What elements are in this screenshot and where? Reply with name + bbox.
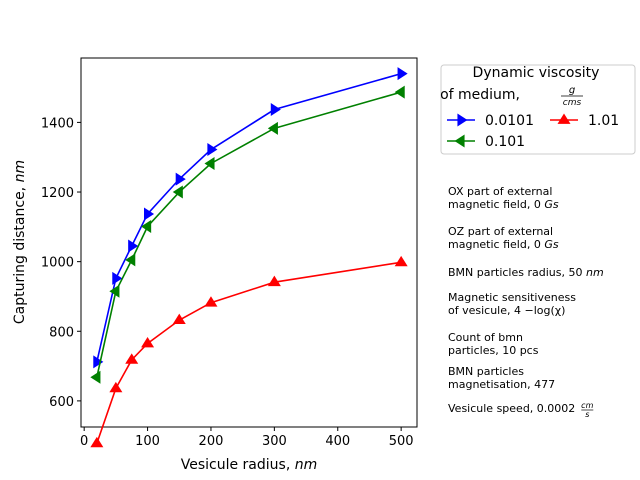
data-point-0.0101 xyxy=(397,67,408,81)
legend-title-line2: of medium, xyxy=(440,87,520,103)
note-line: magnetic field, 0 Gs xyxy=(448,198,559,211)
legend: Dynamic viscosity of medium, g cms 0.010… xyxy=(440,64,636,155)
data-point-0.0101 xyxy=(207,143,218,157)
note-line: OX part of external xyxy=(448,185,552,198)
note-line: BMN particles xyxy=(448,365,524,378)
legend-marker-1.01 xyxy=(557,113,571,124)
data-point-0.0101 xyxy=(128,239,139,253)
y-tick-label: 600 xyxy=(49,395,74,410)
x-tick-label: 300 xyxy=(262,434,287,449)
legend-label-0.0101: 0.0101 xyxy=(485,113,534,129)
data-point-1.01 xyxy=(141,336,155,348)
note-line: of vesicule, 4 −log(χ) xyxy=(448,304,565,317)
note-line: Magnetic sensitiveness xyxy=(448,291,576,304)
legend-marker-0.0101 xyxy=(457,113,468,127)
data-point-0.101 xyxy=(204,156,215,170)
data-point-0.101 xyxy=(141,219,152,233)
legend-unit-denominator: cms xyxy=(563,98,582,108)
data-point-1.01 xyxy=(267,275,281,287)
note-unit-denominator: s xyxy=(585,410,589,419)
axis-ticks: 0 100 200 300 400 500 600 800 1000 1200 1400 xyxy=(41,116,414,449)
legend-unit-numerator: g xyxy=(569,85,575,96)
data-point-1.01 xyxy=(204,296,218,307)
legend-marker-0.101 xyxy=(454,134,465,148)
data-point-1.01 xyxy=(109,381,123,393)
y-tick-label: 1200 xyxy=(41,186,74,201)
x-tick-label: 0 xyxy=(80,434,88,449)
data-point-0.101 xyxy=(267,121,278,135)
x-tick-label: 500 xyxy=(389,434,414,449)
series-line-1.01 xyxy=(96,261,402,444)
series-layer xyxy=(90,67,408,448)
data-point-0.0101 xyxy=(270,103,281,117)
data-point-1.01 xyxy=(90,436,104,448)
y-axis-label: Capturing distance, nm xyxy=(12,160,28,324)
data-point-0.101 xyxy=(109,284,120,298)
note-line: OZ part of external xyxy=(448,225,553,238)
note-line: BMN particles radius, 50 nm xyxy=(448,266,604,279)
note-line: Vesicule speed, 0.0002 xyxy=(448,402,575,415)
data-point-0.0101 xyxy=(112,271,123,285)
x-tick-label: 400 xyxy=(325,434,350,449)
series-line-0.101 xyxy=(96,91,402,378)
data-point-1.01 xyxy=(172,313,186,325)
note-line: particles, 10 pcs xyxy=(448,344,539,357)
note-line: magnetic field, 0 Gs xyxy=(448,238,559,251)
y-tick-label: 1000 xyxy=(41,256,74,271)
data-point-0.101 xyxy=(90,370,101,384)
data-point-1.01 xyxy=(394,255,408,267)
legend-label-0.101: 0.101 xyxy=(485,134,525,150)
y-tick-label: 800 xyxy=(49,325,74,340)
data-point-0.0101 xyxy=(93,355,104,369)
data-point-0.0101 xyxy=(143,207,155,221)
x-tick-label: 200 xyxy=(199,434,224,449)
note-line: magnetisation, 477 xyxy=(448,378,555,391)
legend-label-1.01: 1.01 xyxy=(588,113,619,129)
data-point-1.01 xyxy=(125,353,139,364)
x-tick-label: 100 xyxy=(135,434,160,449)
data-point-0.0101 xyxy=(175,172,186,186)
series-line-0.0101 xyxy=(96,72,402,363)
data-point-0.101 xyxy=(394,85,405,99)
data-point-0.101 xyxy=(172,185,183,199)
note-unit-numerator: cm xyxy=(581,401,593,410)
legend-title-line1: Dynamic viscosity xyxy=(473,65,600,81)
plot-frame xyxy=(80,57,418,428)
data-point-0.101 xyxy=(125,253,136,267)
x-axis-label: Vesicule radius, nm xyxy=(181,457,318,473)
note-line: Count of bmn xyxy=(448,331,523,344)
legend-box xyxy=(440,64,636,155)
y-tick-label: 1400 xyxy=(41,116,74,131)
